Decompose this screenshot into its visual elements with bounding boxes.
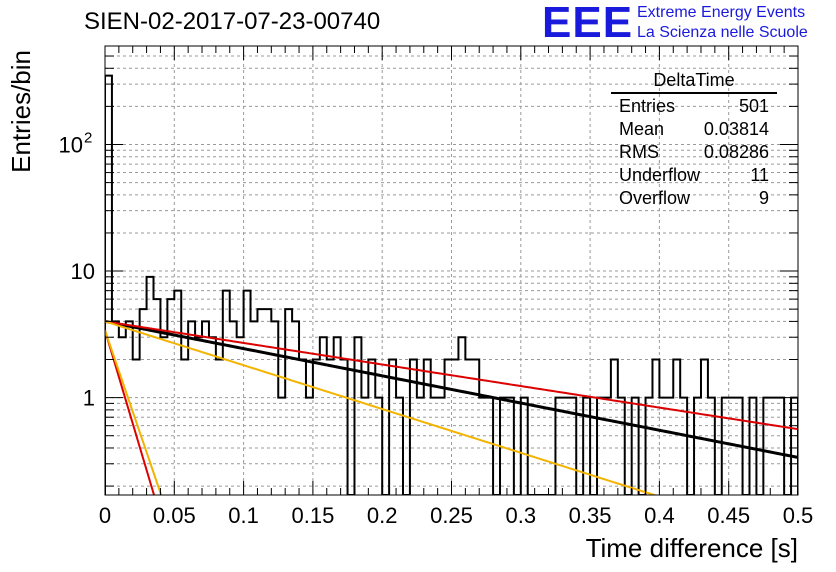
- stats-label: Underflow: [619, 165, 701, 185]
- stats-row-entries: Entries 501: [611, 95, 777, 118]
- stats-value: 0.03814: [703, 119, 769, 139]
- x-tick-label: 0: [99, 503, 111, 528]
- logo-subtitle-1: Extreme Energy Events: [637, 4, 806, 21]
- stats-row-mean: Mean 0.03814: [611, 118, 777, 141]
- stats-title: DeltaTime: [611, 70, 777, 94]
- stats-label: RMS: [619, 142, 659, 162]
- x-tick-label: 0.5: [783, 503, 814, 528]
- x-tick-label: 0.35: [569, 503, 612, 528]
- y-tick-label: 10: [59, 132, 83, 157]
- stats-value: 11: [750, 165, 769, 185]
- stats-row-rms: RMS 0.08286: [611, 141, 777, 164]
- x-tick-label: 0.25: [430, 503, 473, 528]
- stats-value: 0.08286: [703, 142, 769, 162]
- histogram-bars: [105, 74, 798, 495]
- x-tick-label: 0.2: [367, 503, 398, 528]
- x-tick-label: 0.3: [506, 503, 537, 528]
- fit-curve-2: [105, 320, 658, 495]
- x-tick-label: 0.4: [644, 503, 675, 528]
- stats-label: Entries: [619, 96, 676, 116]
- y-axis-label: Entries/bin: [6, 50, 36, 173]
- x-tick-label: 0.1: [228, 503, 259, 528]
- x-tick-label: 0.15: [291, 503, 334, 528]
- chart-title: SIEN-02-2017-07-23-00740: [84, 8, 381, 35]
- stats-row-overflow: Overflow 9: [611, 187, 777, 210]
- fit-curve-3: [105, 330, 156, 495]
- y-tick-label: 10: [71, 259, 95, 284]
- stats-box: DeltaTime Entries 501 Mean 0.03814 RMS 0…: [611, 70, 777, 210]
- fit-curve-0: [105, 319, 798, 459]
- stats-label: Overflow: [619, 188, 691, 208]
- y-tick-exponent: 2: [84, 129, 92, 146]
- logo-subtitle-2: La Scienza nelle Scuole: [637, 24, 808, 41]
- stats-value: 501: [738, 96, 769, 116]
- x-tick-label: 0.05: [153, 503, 196, 528]
- y-tick-label: 1: [83, 386, 95, 411]
- fit-curve-4: [105, 330, 163, 495]
- stats-label: Mean: [619, 119, 665, 139]
- x-axis-label: Time difference [s]: [586, 533, 798, 563]
- fit-curve-1: [105, 320, 798, 431]
- stats-value: 9: [758, 188, 769, 208]
- x-tick-label: 0.45: [707, 503, 750, 528]
- eee-logo: EEE: [542, 0, 634, 47]
- stats-row-underflow: Underflow 11: [611, 164, 777, 187]
